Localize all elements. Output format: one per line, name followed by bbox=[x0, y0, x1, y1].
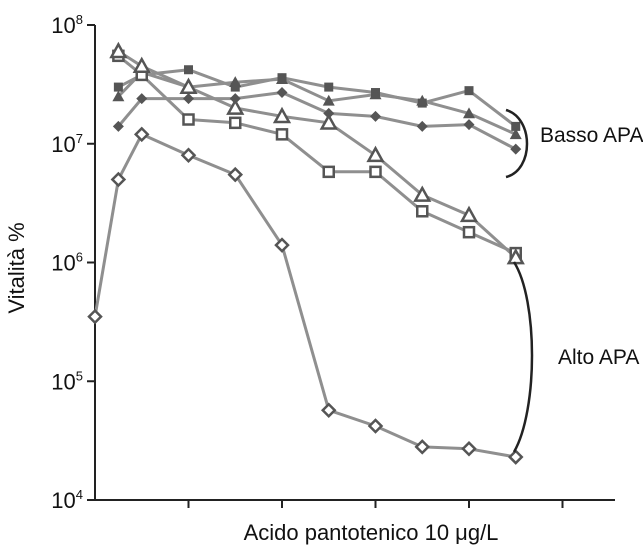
data-point-filled-diamond bbox=[463, 119, 475, 131]
data-point-filled-diamond bbox=[136, 93, 148, 105]
group-brackets bbox=[505, 108, 534, 453]
axes bbox=[87, 24, 615, 508]
data-point-filled-square bbox=[184, 65, 193, 75]
data-point-open-diamond bbox=[274, 237, 290, 253]
data-point-filled-diamond bbox=[183, 93, 194, 105]
bracket-basso-apa bbox=[505, 108, 529, 179]
y-tick-label: 105 bbox=[51, 368, 83, 394]
data-point-filled-triangle bbox=[276, 73, 288, 84]
series-markers bbox=[87, 41, 525, 465]
data-point-open-triangle bbox=[179, 77, 198, 94]
data-point-open-square bbox=[182, 113, 195, 126]
data-point-filled-triangle bbox=[369, 88, 382, 100]
y-tick-label: 107 bbox=[51, 131, 83, 157]
data-point-open-diamond bbox=[133, 126, 150, 143]
data-point-open-diamond bbox=[180, 147, 197, 164]
series-line-open-diamond bbox=[93, 132, 517, 459]
data-point-open-triangle bbox=[319, 113, 338, 130]
data-point-open-triangle bbox=[366, 145, 385, 163]
data-point-open-diamond bbox=[87, 308, 103, 325]
data-point-filled-triangle bbox=[112, 90, 125, 102]
data-point-filled-triangle bbox=[463, 107, 475, 119]
data-point-filled-diamond bbox=[370, 110, 381, 122]
data-point-open-square bbox=[369, 165, 382, 179]
data-point-open-diamond bbox=[320, 402, 337, 419]
data-point-filled-diamond bbox=[416, 120, 428, 132]
data-point-filled-square bbox=[230, 82, 240, 92]
y-tick-labels: 104 105 106 107 108 bbox=[51, 12, 83, 513]
data-point-open-triangle bbox=[272, 106, 292, 124]
data-point-filled-triangle bbox=[416, 94, 429, 106]
data-point-filled-triangle bbox=[509, 128, 522, 140]
data-point-filled-square bbox=[511, 121, 521, 131]
data-point-filled-square bbox=[464, 86, 474, 96]
series-line-open-triangle bbox=[117, 50, 517, 259]
data-point-filled-square bbox=[113, 82, 123, 92]
series-line-filled-square bbox=[117, 68, 517, 128]
annotation-alto-apa: Alto APA bbox=[558, 346, 639, 369]
y-axis-label: Vitalità % bbox=[4, 222, 29, 313]
data-point-open-diamond bbox=[367, 418, 384, 434]
y-tick-label: 106 bbox=[51, 250, 83, 276]
data-point-filled-diamond bbox=[112, 120, 124, 132]
bracket-alto-apa bbox=[512, 261, 534, 453]
data-point-open-triangle bbox=[413, 185, 432, 202]
data-point-open-square bbox=[416, 205, 429, 218]
y-tick-label: 104 bbox=[51, 487, 83, 513]
series-lines bbox=[93, 50, 517, 459]
data-point-filled-square bbox=[324, 82, 334, 92]
x-axis-label: Acido pantotenico 10 μg/L bbox=[244, 520, 499, 545]
data-point-open-triangle bbox=[109, 41, 128, 59]
data-point-open-diamond bbox=[507, 449, 524, 465]
data-point-open-square bbox=[229, 116, 242, 130]
y-tick-label: 108 bbox=[51, 12, 83, 38]
data-point-open-triangle bbox=[226, 98, 245, 115]
data-point-open-diamond bbox=[227, 166, 244, 183]
annotation-basso-apa: Basso APA bbox=[540, 124, 643, 147]
data-point-open-triangle bbox=[459, 205, 479, 223]
data-point-open-triangle bbox=[132, 56, 151, 74]
data-point-filled-diamond bbox=[510, 143, 522, 155]
data-point-open-diamond bbox=[414, 439, 431, 455]
data-point-open-diamond bbox=[461, 441, 477, 457]
series-line-filled-triangle bbox=[117, 70, 517, 136]
data-point-open-square bbox=[275, 128, 289, 141]
data-point-open-diamond bbox=[110, 171, 127, 188]
data-point-filled-diamond bbox=[276, 87, 288, 99]
data-point-filled-triangle bbox=[322, 94, 335, 106]
data-point-filled-triangle bbox=[229, 76, 242, 87]
series-line-open-square bbox=[117, 54, 517, 255]
data-point-open-square bbox=[462, 225, 476, 239]
data-point-open-square bbox=[322, 165, 335, 179]
